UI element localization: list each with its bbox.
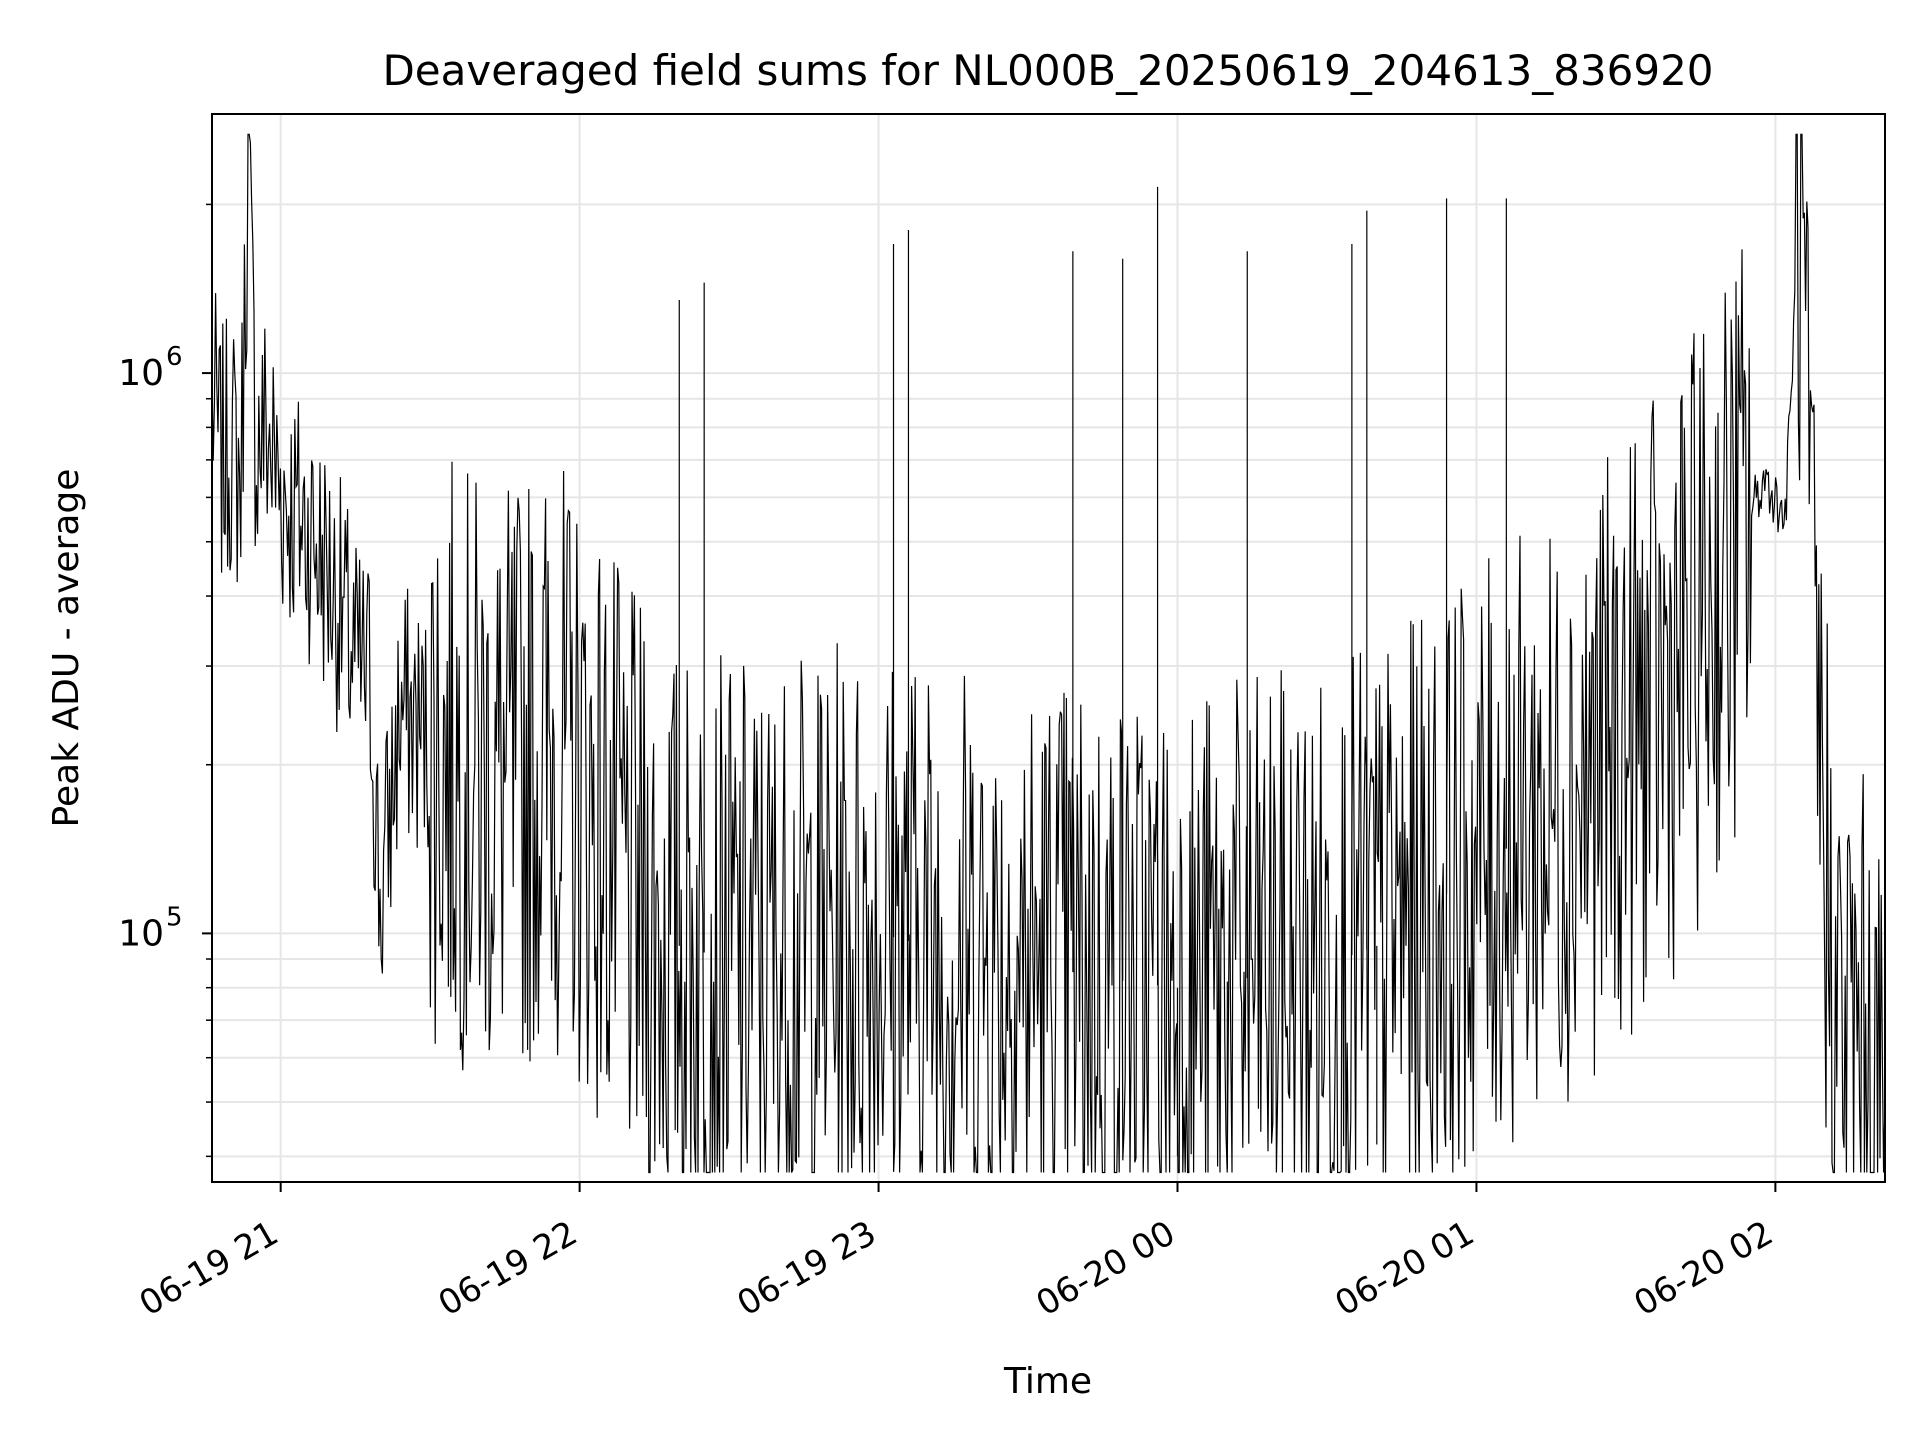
y-tick-exponent: 5 <box>166 902 183 932</box>
x-tick-label: 06-19 21 <box>133 1213 285 1324</box>
x-tick-label: 06-19 23 <box>731 1213 883 1324</box>
x-axis: 06-19 21 06-19 22 06-19 23 06-20 00 06-20 01… <box>133 1182 1780 1324</box>
x-tick-label: 06-19 22 <box>432 1213 584 1324</box>
x-tick-label: 06-20 00 <box>1030 1213 1182 1324</box>
chart-title: Deaveraged field sums for NL000B_2025061… <box>382 46 1713 95</box>
series-layer <box>211 133 1886 1174</box>
x-tick-label: 06-20 01 <box>1329 1213 1481 1324</box>
x-tick-label: 06-20 02 <box>1627 1213 1779 1324</box>
y-tick-label: 10 <box>118 913 164 954</box>
plot-frame <box>211 113 1886 1183</box>
y-tick-exponent: 6 <box>166 342 183 372</box>
x-axis-label: Time <box>1003 1361 1092 1402</box>
y-axis-label: Peak ADU - average <box>46 469 87 828</box>
series-line <box>211 133 1886 1174</box>
grid-layer <box>212 114 1885 1182</box>
y-tick-label: 10 <box>118 353 164 394</box>
